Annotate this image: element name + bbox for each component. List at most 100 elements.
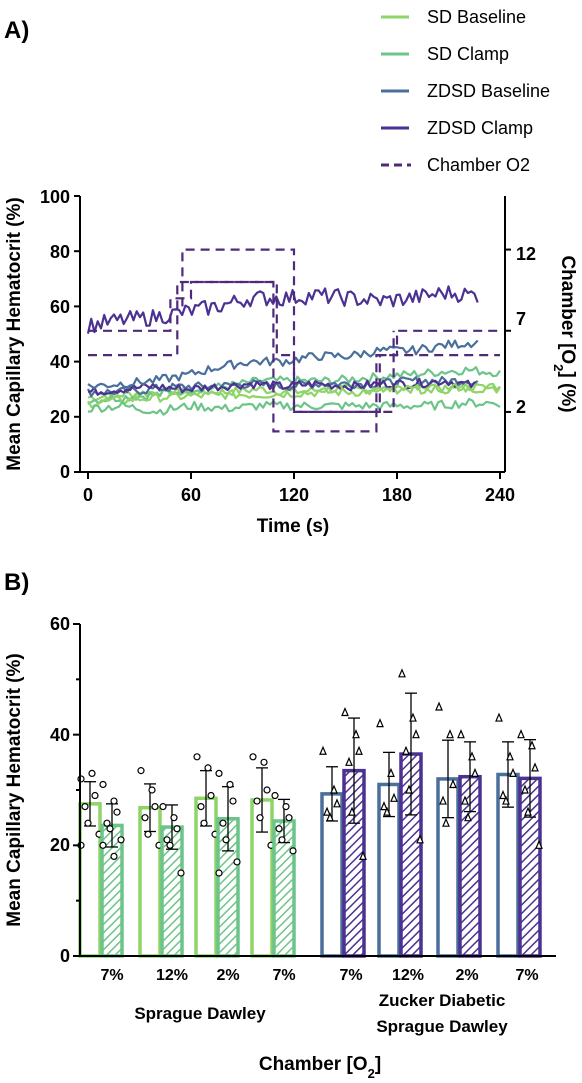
data-point [151,802,159,811]
x-tick-label: 60 [181,485,201,505]
data-point [355,745,363,755]
data-point [253,797,261,805]
x-tick-label: 240 [485,485,515,505]
data-point [256,814,264,822]
y-tick-label: 60 [50,297,70,317]
bar-sd-baseline [78,802,102,958]
category-label: 2% [216,967,239,984]
data-point [524,806,532,816]
data-point [405,784,413,794]
data-point [449,778,457,789]
y2-tick-label: 12 [516,244,536,264]
category-label: 12% [156,967,188,984]
data-point [435,701,443,711]
category-label: 7% [339,967,362,984]
data-point [99,841,107,849]
y-tick-label: 0 [60,946,70,966]
group-label-zdsd-line1: Zucker Diabetic [379,991,506,1010]
data-point [275,825,283,833]
data-point [495,712,503,722]
y-tick-label: 0 [60,462,70,482]
data-point [81,802,89,811]
data-point [457,729,465,739]
data-point [117,836,125,844]
data-point [502,795,510,805]
data-point [446,729,454,739]
ticks-a [74,195,511,479]
category-label: 12% [392,967,424,984]
data-point [141,814,149,822]
category-label: 7% [272,967,295,984]
data-point [271,791,279,800]
data-point [333,798,341,808]
data-point [84,819,92,827]
legend-label-zdsd-clamp: ZDSD Clamp [427,118,533,138]
data-point [535,839,543,849]
x-axis-label-b: Chamber [O2] [259,1054,381,1081]
y-tick-label: 60 [50,614,70,634]
data-point [197,802,205,811]
data-point [144,830,152,838]
data-point [215,869,223,877]
data-point [229,797,237,805]
y-tick-label: 40 [50,352,70,372]
y2-tick-label: 2 [516,397,526,417]
data-point [103,819,111,827]
data-point [193,753,201,761]
x-tick-label: 180 [382,485,412,505]
data-point [204,764,212,772]
category-label: 7% [100,967,123,984]
x-tick-label: 0 [83,485,93,505]
category-label: 7% [515,967,538,984]
data-point [528,740,536,750]
data-point [398,668,406,678]
data-point [468,751,476,761]
data-point [282,802,290,811]
data-point [200,819,208,827]
data-point [88,769,96,778]
data-point [345,756,353,766]
data-point [170,814,178,822]
group-label-zdsd-line2: Sprague Dawley [376,1017,508,1036]
data-point [289,847,297,855]
data-point [376,718,384,728]
group-label-sd: Sprague Dawley [134,1004,266,1023]
data-point [137,767,145,775]
data-point [499,790,507,800]
data-point [159,802,167,811]
plot-area-b [77,668,543,958]
series-line-chamber-o2 [181,248,395,413]
data-point [330,784,338,794]
category-label: 2% [455,967,478,984]
data-point [215,769,223,778]
x-tick-label: 120 [279,485,309,505]
y-tick-label: 20 [50,407,70,427]
data-point [91,791,99,800]
data-point [106,825,114,833]
series-line-zdsd-clamp [86,285,479,334]
data-point [323,806,331,816]
y-tick-label: 80 [50,242,70,262]
data-point [319,745,327,755]
legend-label-sd-clamp: SD Clamp [427,44,509,64]
data-point [207,791,215,800]
data-point [233,858,241,866]
data-point [219,819,227,827]
panel-b-label: B) [4,569,29,596]
legend-label-chamber-o2: Chamber O2 [427,155,530,175]
data-point [278,836,286,844]
data-point [352,729,360,739]
data-point [471,767,479,777]
data-point [113,808,121,816]
panel-a-label: A) [4,17,29,44]
legend-a: SD Baseline SD Clamp ZDSD Baseline ZDSD … [381,7,550,175]
data-point [390,792,398,802]
y-axis-label-b: Mean Capillary Hematocrit (%) [4,653,25,926]
panel-b: B) 0 20 40 60 7% 12% 2% 7% 7% 12% 2% 7% … [4,569,556,1081]
y-tick-label: 40 [50,725,70,745]
data-point [416,834,424,844]
data-point [531,762,539,772]
y-axis-label-a: Mean Capillary Hematocrit (%) [4,197,25,470]
data-point [249,753,257,761]
